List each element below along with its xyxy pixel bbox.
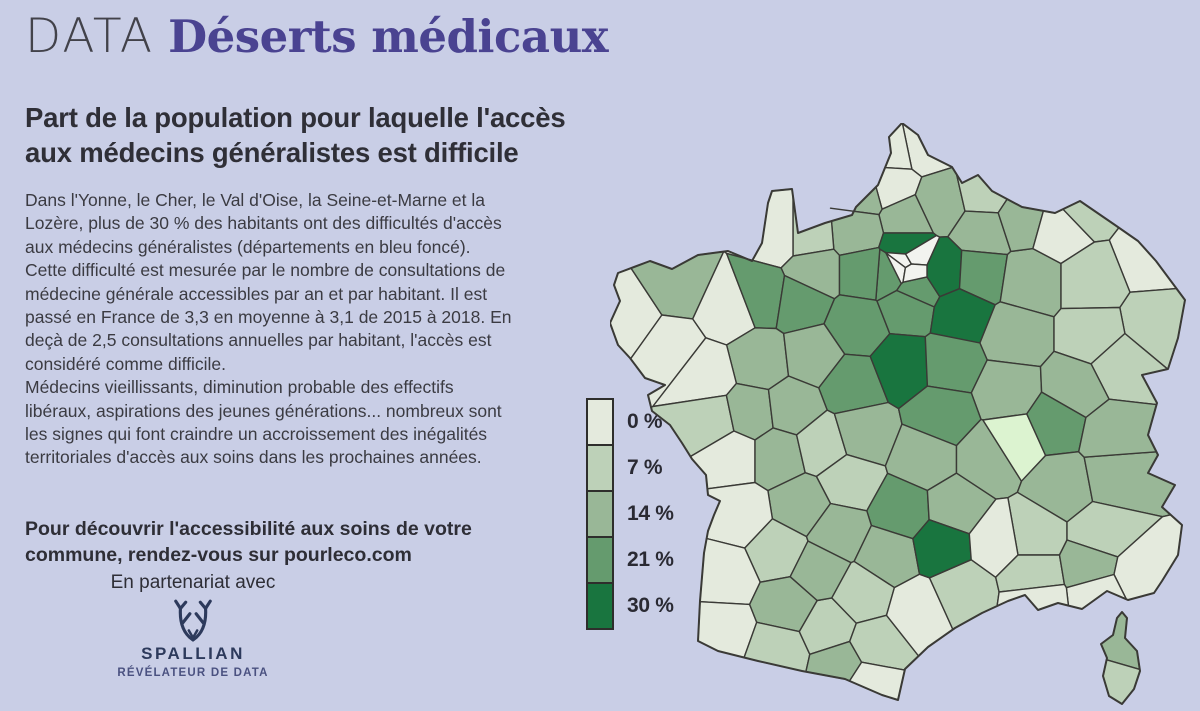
legend-label: 7 % — [627, 456, 663, 479]
legend-item: 14 % — [586, 490, 674, 538]
page-title: Déserts médicaux — [168, 10, 609, 63]
map-legend: 0 % 7 % 14 % 21 % 30 % — [586, 398, 674, 630]
legend-label: 0 % — [627, 410, 663, 433]
chart-heading: Part de la population pour laquelle l'ac… — [25, 102, 566, 168]
partner-block: En partenariat avec SPALLIAN RÉVÉLATEUR … — [62, 572, 324, 679]
department-seine-saint-denis — [904, 234, 941, 266]
department-val-de-marne — [902, 263, 928, 283]
legend-swatch — [586, 490, 614, 538]
coastline — [1100, 611, 1141, 705]
legend-label: 14 % — [627, 502, 674, 525]
coastline — [610, 123, 1186, 701]
antlers-icon — [174, 599, 212, 642]
header: DATA Déserts médicaux — [25, 8, 609, 77]
legend-item: 0 % — [586, 398, 674, 446]
cta-text: Pour découvrir l'accessibilité aux soins… — [25, 518, 472, 566]
partner-tagline: RÉVÉLATEUR DE DATA — [117, 667, 269, 679]
france-map — [610, 123, 1186, 705]
department-calvados — [792, 195, 835, 257]
legend-swatch — [586, 398, 614, 446]
partner-brand: SPALLIAN — [141, 644, 245, 663]
department-eure-et-loir — [838, 246, 881, 301]
header-kicker: DATA — [25, 9, 155, 64]
legend-label: 30 % — [627, 594, 674, 617]
department-seine-maritime — [829, 186, 883, 216]
partner-label: En partenariat avec — [110, 572, 276, 593]
legend-swatch — [586, 582, 614, 630]
legend-label: 21 % — [627, 548, 674, 571]
body-text: Dans l'Yonne, le Cher, le Val d'Oise, la… — [25, 190, 512, 468]
legend-item: 30 % — [586, 582, 674, 630]
